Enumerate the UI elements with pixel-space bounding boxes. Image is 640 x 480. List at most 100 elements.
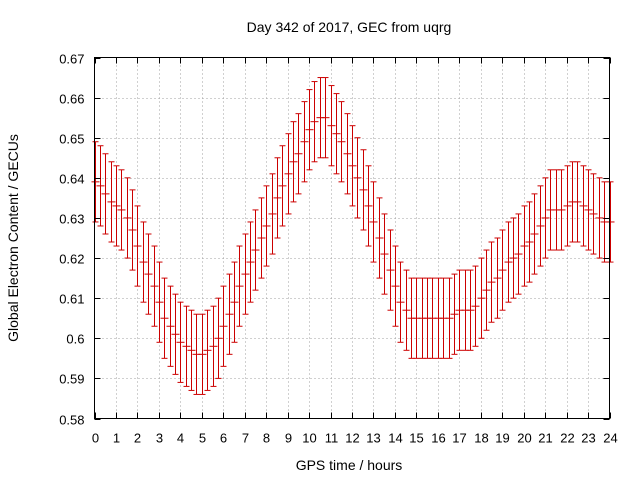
- error-bar-point: [343, 113, 352, 195]
- error-bar-point: [595, 177, 604, 259]
- x-tick-label: 5: [199, 431, 206, 446]
- error-bar-point: [327, 85, 336, 167]
- x-tick-label: 17: [452, 431, 466, 446]
- y-tick-label: 0.63: [59, 212, 84, 227]
- grid-lines: [94, 57, 610, 419]
- error-bar-point: [455, 269, 464, 351]
- error-bar-point: [514, 213, 523, 295]
- y-tick-label: 0.64: [59, 172, 84, 187]
- error-bar-point: [589, 173, 598, 255]
- error-bar-point: [375, 197, 384, 279]
- error-bar-point: [364, 165, 373, 247]
- error-bar-point: [96, 145, 105, 227]
- error-bar-point: [209, 305, 218, 387]
- y-axis-tick-labels: 0.58 0.59 0.6 0.61 0.62 0.63 0.64 0.65 0.66 0.67: [59, 52, 84, 428]
- error-bar-point: [107, 161, 116, 243]
- error-bar-point: [520, 205, 529, 287]
- error-bar-point: [150, 245, 159, 327]
- error-bar-point: [123, 177, 132, 259]
- error-bar-point: [359, 149, 368, 231]
- error-bar-point: [230, 261, 239, 343]
- error-bar-point: [487, 241, 496, 323]
- x-tick-label: 10: [302, 431, 316, 446]
- error-bar-point: [509, 217, 518, 299]
- error-bar-point: [203, 309, 212, 391]
- error-bar-point: [353, 137, 362, 219]
- error-bar-point: [482, 249, 491, 331]
- error-bar-point: [257, 197, 266, 279]
- error-bar-point: [139, 221, 148, 303]
- error-bar-point: [284, 133, 293, 215]
- x-axis-tick-labels: 0 1 2 3 4 5 6 7 8 9 10 11 12 13 14 15 16 17 18 19 20 21 22 23 24: [92, 431, 618, 446]
- error-bar-point: [225, 273, 234, 355]
- x-tick-label: 13: [366, 431, 380, 446]
- error-bar-point: [187, 309, 196, 391]
- x-tick-label: 4: [177, 431, 184, 446]
- y-tick-label: 0.62: [59, 252, 84, 267]
- y-tick-label: 0.66: [59, 92, 84, 107]
- error-bar-point: [133, 205, 142, 287]
- y-tick-label: 0.67: [59, 52, 84, 67]
- x-axis-label: GPS time / hours: [296, 457, 403, 473]
- error-bar-point: [262, 185, 271, 267]
- error-bar-point: [144, 233, 153, 315]
- x-tick-label: 22: [560, 431, 574, 446]
- x-tick-label: 7: [242, 431, 249, 446]
- error-bar-point: [101, 153, 110, 235]
- error-bar-point: [579, 165, 588, 247]
- chart-title: Day 342 of 2017, GEC from uqrg: [247, 19, 452, 35]
- error-bar-point: [337, 101, 346, 183]
- error-bar-point: [91, 141, 100, 223]
- error-bar-point: [477, 257, 486, 339]
- error-bar-point: [171, 293, 180, 375]
- error-bar-point: [155, 261, 164, 343]
- error-bar-point: [493, 237, 502, 319]
- error-bar-point: [498, 229, 507, 311]
- y-tick-label: 0.65: [59, 132, 84, 147]
- x-tick-label: 12: [345, 431, 359, 446]
- error-bar-point: [289, 121, 298, 203]
- x-tick-label: 21: [538, 431, 552, 446]
- error-bar-point: [176, 301, 185, 383]
- error-bar-point: [439, 277, 448, 359]
- error-bar-point: [300, 101, 309, 183]
- y-axis-label: Global Electron Content / GECUs: [5, 134, 21, 342]
- x-tick-label: 3: [156, 431, 163, 446]
- error-bar-point: [445, 277, 454, 359]
- x-tick-label: 20: [517, 431, 531, 446]
- error-bar-point: [182, 305, 191, 387]
- x-tick-label: 8: [263, 431, 270, 446]
- error-bar-point: [348, 125, 357, 207]
- error-bar-point: [310, 81, 319, 163]
- x-tick-label: 1: [113, 431, 120, 446]
- error-bar-point: [321, 77, 330, 159]
- x-tick-label: 9: [285, 431, 292, 446]
- error-bar-point: [246, 221, 255, 303]
- error-bar-point: [219, 285, 228, 367]
- error-bar-point: [160, 277, 169, 359]
- error-bar-point: [504, 221, 513, 303]
- axis-ticks: [94, 57, 611, 420]
- y-tick-label: 0.59: [59, 372, 84, 387]
- x-tick-label: 11: [325, 431, 339, 446]
- error-bar-point: [332, 93, 341, 175]
- x-tick-label: 0: [92, 431, 99, 446]
- error-bar-point: [536, 185, 545, 267]
- x-tick-label: 6: [220, 431, 227, 446]
- x-tick-label: 15: [409, 431, 423, 446]
- error-bar-point: [241, 233, 250, 315]
- error-bar-point: [606, 181, 615, 263]
- error-bar-point: [198, 313, 207, 395]
- error-bar-point: [273, 157, 282, 239]
- error-bar-point: [251, 209, 260, 291]
- error-bar-point: [530, 193, 539, 275]
- x-tick-label: 2: [134, 431, 141, 446]
- error-bar-point: [294, 113, 303, 195]
- error-bar-point: [380, 213, 389, 295]
- error-bar-point: [128, 189, 137, 271]
- x-tick-label: 14: [388, 431, 402, 446]
- x-tick-label: 16: [431, 431, 445, 446]
- error-bar-point: [305, 89, 314, 171]
- error-bar-series: [91, 77, 615, 395]
